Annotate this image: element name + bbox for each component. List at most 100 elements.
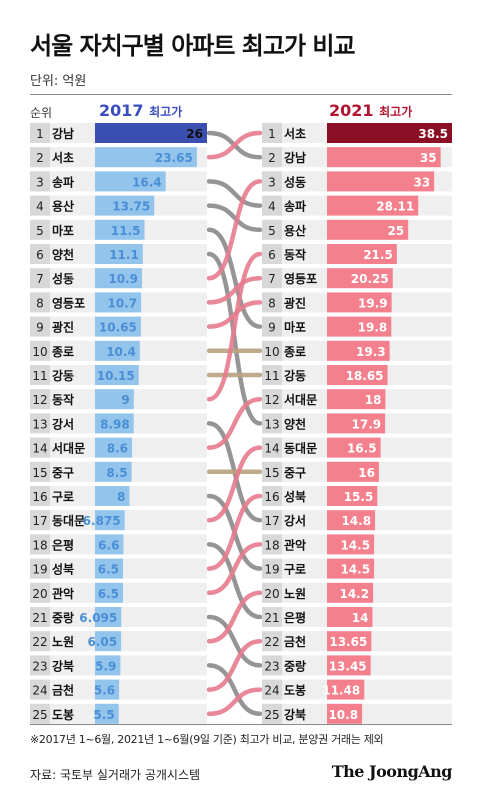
- right-bar: [327, 655, 371, 676]
- left-rank-box: [30, 534, 50, 555]
- left-rank-number: 12: [32, 393, 47, 407]
- right-rank-number: 8: [268, 296, 276, 310]
- rank-link-은평: [206, 542, 263, 620]
- left-rank-box: [30, 558, 50, 579]
- left-rank-box: [30, 655, 50, 676]
- right-bar: [327, 582, 374, 603]
- right-value-label: 14.5: [340, 538, 370, 552]
- header-2021: 2021 최고가: [329, 101, 413, 120]
- right-value-label: 18: [365, 393, 382, 407]
- right-bar: [327, 534, 375, 555]
- rank-link-서대문: [206, 396, 263, 450]
- right-rank-box: [262, 365, 282, 385]
- left-rank-number: 9: [36, 321, 44, 335]
- left-district-name: 노원: [52, 635, 74, 649]
- right-bar: [327, 607, 373, 627]
- left-district-name: 동작: [52, 392, 74, 407]
- right-district-name: 은평: [284, 611, 306, 625]
- right-district-name: 용산: [284, 223, 306, 238]
- rank-header: 순위: [30, 106, 53, 120]
- right-rank-number: 14: [264, 442, 279, 456]
- right-bar: [327, 703, 363, 724]
- right-bar: [327, 268, 393, 289]
- left-value-label: 11.1: [109, 248, 139, 262]
- right-bar: [327, 413, 386, 434]
- left-rank-box: [30, 510, 50, 531]
- left-value-label: 16.4: [132, 175, 162, 189]
- right-rank-box: [262, 534, 282, 555]
- right-value-label: 16: [358, 466, 375, 480]
- right-value-label: 19.8: [358, 321, 388, 335]
- left-district-name: 강북: [52, 659, 74, 673]
- right-rank-box: [262, 316, 282, 337]
- rank-link-노원: [206, 590, 263, 644]
- left-value-label: 11.5: [111, 224, 141, 238]
- rank-link-동대문: [206, 445, 263, 523]
- right-rank-box: [262, 292, 282, 313]
- right-district-name: 금천: [284, 634, 306, 649]
- left-bar: [95, 340, 140, 361]
- left-value-label: 8.98: [100, 417, 130, 431]
- right-bar: [327, 123, 452, 143]
- left-panel: 1 강남 26 2 서초 23.65 3 송파 16.4 4 용산 13.75 5 마포 11.5 6 양천 11…: [30, 123, 207, 724]
- left-district-name: 영등포: [52, 295, 85, 310]
- right-bar: [327, 365, 388, 385]
- left-rank-number: 22: [32, 635, 47, 649]
- left-district-name: 관악: [52, 586, 74, 601]
- left-rank-box: [30, 365, 50, 385]
- right-value-label: 25: [387, 224, 404, 238]
- left-district-name: 성북: [52, 563, 74, 577]
- right-rank-number: 4: [268, 200, 276, 214]
- left-district-name: 마포: [52, 223, 74, 238]
- left-rank-box: [30, 244, 50, 264]
- left-district-name: 종로: [52, 345, 74, 359]
- left-value-label: 8: [117, 490, 125, 504]
- rank-link-금천: [206, 638, 263, 692]
- right-rank-number: 11: [264, 369, 279, 383]
- left-rank-number: 8: [36, 296, 44, 310]
- left-rank-box: [30, 486, 50, 506]
- left-district-name: 양천: [52, 247, 74, 262]
- left-rank-number: 17: [32, 514, 47, 528]
- right-bar: [327, 437, 381, 458]
- right-district-name: 마포: [284, 320, 306, 335]
- right-rank-box: [262, 703, 282, 724]
- left-rank-box: [30, 123, 50, 143]
- left-rank-number: 25: [32, 708, 47, 722]
- left-bar: [95, 316, 141, 337]
- right-rank-number: 9: [268, 321, 276, 335]
- left-rank-box: [30, 461, 50, 482]
- right-rank-box: [262, 461, 282, 482]
- left-district-name: 중랑: [52, 611, 74, 625]
- left-rank-box: [30, 171, 50, 192]
- unit-label: 단위: 억원: [30, 74, 87, 89]
- right-district-name: 성동: [284, 175, 306, 189]
- right-bar: [327, 631, 372, 652]
- left-bar: [95, 703, 119, 724]
- left-bar: [95, 147, 197, 168]
- right-bar: [327, 510, 376, 531]
- right-rank-number: 7: [268, 272, 276, 286]
- right-rank-number: 15: [264, 466, 279, 480]
- left-district-name: 은평: [52, 538, 74, 552]
- rank-link-강북: [206, 663, 263, 717]
- right-district-name: 중랑: [284, 659, 306, 673]
- left-rank-box: [30, 268, 50, 289]
- left-rank-number: 24: [32, 684, 47, 698]
- left-district-name: 구로: [52, 490, 74, 504]
- right-district-name: 노원: [284, 587, 306, 601]
- left-district-name: 금천: [52, 683, 74, 698]
- left-bar: [95, 655, 121, 676]
- left-rank-box: [30, 292, 50, 313]
- right-value-label: 11.48: [322, 684, 360, 698]
- right-bar: [327, 461, 379, 482]
- right-district-name: 서대문: [284, 392, 317, 407]
- left-value-label: 26: [186, 127, 203, 141]
- right-value-label: 21.5: [363, 248, 393, 262]
- right-rank-box: [262, 171, 282, 192]
- left-bar: [95, 389, 134, 410]
- right-bar: [327, 147, 441, 168]
- left-district-name: 강서: [52, 416, 74, 431]
- left-district-name: 중구: [52, 466, 74, 480]
